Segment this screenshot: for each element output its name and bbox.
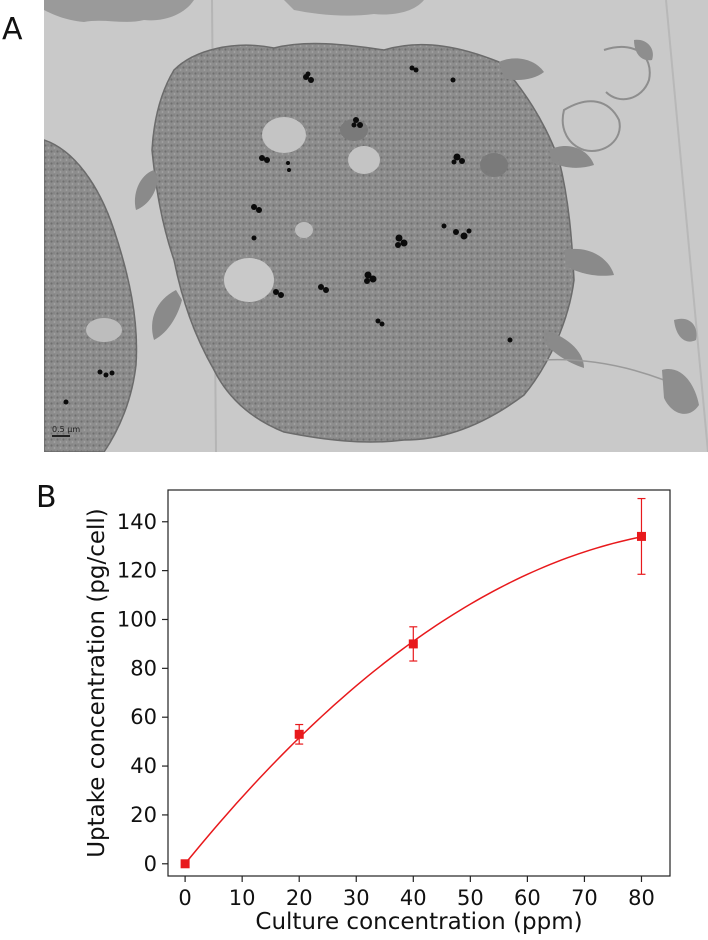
scale-bar-label: 0.5 µm xyxy=(52,425,80,434)
nanoparticle-clusters xyxy=(63,65,513,405)
x-tick-label: 40 xyxy=(400,886,427,910)
panel-label-b: B xyxy=(36,480,57,515)
x-tick-label: 60 xyxy=(514,886,541,910)
cell-protrusion xyxy=(549,145,594,168)
neighbor-cell-top xyxy=(284,0,424,16)
y-axis-ticks: 0 20 40 60 80 100 120 140 xyxy=(117,510,168,876)
cell-protrusion xyxy=(152,290,182,340)
panel-label-a: A xyxy=(2,12,23,47)
data-point xyxy=(408,639,418,649)
x-axis-label: Culture concentration (ppm) xyxy=(255,909,582,935)
cell-protrusion xyxy=(544,330,584,368)
membrane-debris xyxy=(674,318,697,342)
cell-protrusion xyxy=(564,248,614,276)
data-point xyxy=(636,531,646,541)
y-tick-label: 20 xyxy=(130,803,157,827)
x-tick-label: 50 xyxy=(457,886,484,910)
y-tick-label: 40 xyxy=(130,754,157,778)
data-point xyxy=(180,859,190,869)
y-tick-label: 120 xyxy=(117,559,157,583)
y-axis-label: Uptake concentration (pg/cell) xyxy=(84,508,110,858)
x-tick-label: 10 xyxy=(229,886,256,910)
y-tick-label: 80 xyxy=(130,656,157,680)
membrane-debris xyxy=(662,369,699,414)
vacuole xyxy=(340,119,368,141)
membrane-debris xyxy=(543,358,665,381)
cell-protrusion xyxy=(499,58,544,80)
data-marks xyxy=(180,497,646,869)
membrane-debris xyxy=(603,45,651,101)
vacuole xyxy=(348,146,380,174)
x-tick-label: 20 xyxy=(286,886,313,910)
neighbor-cell-top xyxy=(44,0,194,22)
tem-micrograph: 0.5 µm xyxy=(44,0,708,452)
uptake-chart: 0 10 20 30 40 50 60 70 80 0 20 40 60 80 100 120 140 Cul… xyxy=(84,489,671,935)
vacuole xyxy=(262,117,306,153)
fit-curve xyxy=(184,536,642,865)
vacuole xyxy=(224,258,274,302)
y-tick-label: 60 xyxy=(130,705,157,729)
x-axis-ticks: 0 10 20 30 40 50 60 70 80 xyxy=(178,876,655,910)
y-tick-label: 140 xyxy=(117,510,157,534)
y-tick-label: 100 xyxy=(117,607,157,631)
membrane-debris xyxy=(634,39,653,61)
plot-frame xyxy=(167,489,671,877)
x-tick-label: 70 xyxy=(571,886,598,910)
main-cell xyxy=(151,42,575,443)
vacuole xyxy=(86,318,122,342)
x-tick-label: 80 xyxy=(628,886,655,910)
y-tick-label: 0 xyxy=(144,852,157,876)
vacuole xyxy=(295,222,313,238)
vacuole xyxy=(480,153,508,177)
membrane-debris xyxy=(561,100,621,152)
cell-protrusion xyxy=(134,170,158,210)
x-tick-label: 30 xyxy=(343,886,370,910)
x-tick-label: 0 xyxy=(178,886,191,910)
data-point xyxy=(294,729,304,739)
